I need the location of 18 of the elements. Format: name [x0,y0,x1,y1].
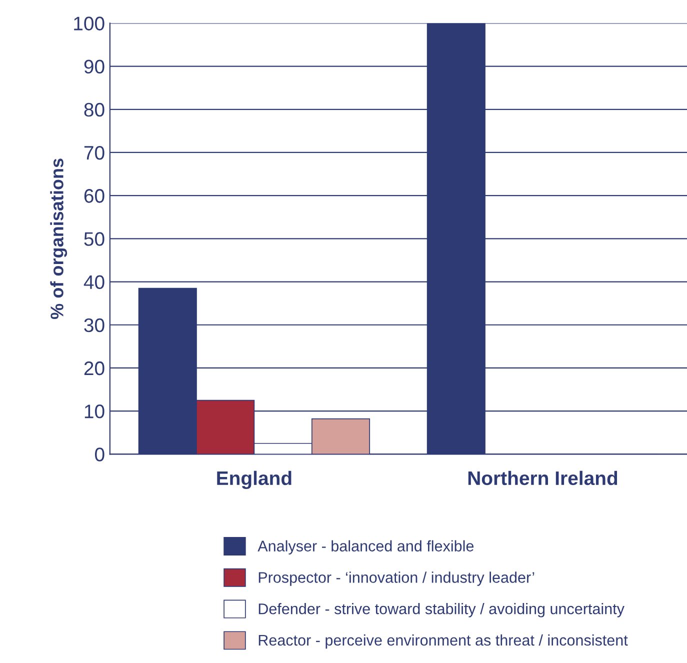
y-axis-title: % of organisations [50,158,68,319]
y-tick-label: 0 [95,448,104,462]
y-tick-label: 20 [84,361,104,376]
y-tick-label: 70 [84,146,104,160]
y-tick-label: 100 [74,16,104,30]
legend-label: Defender - strive toward stability / avoiding uncertainty [258,603,624,618]
legend-label: Reactor - perceive environment as threat / inconsistent [258,634,628,649]
x-tick-label: Northern Ireland [468,470,618,486]
y-tick-label: 80 [84,102,104,117]
legend-label: Prospector - ‘innovation / industry leader’ [258,572,534,586]
y-tick-label: 40 [84,275,104,290]
y-tick-label: 30 [84,318,104,332]
y-tick-label: 10 [84,404,104,418]
y-tick-label: 60 [84,189,104,203]
y-tick-label: 90 [84,60,104,74]
y-tick-label: 50 [84,232,104,246]
legend-label: Analyser - balanced and flexible [258,540,474,554]
x-tick-label: England [217,470,292,490]
